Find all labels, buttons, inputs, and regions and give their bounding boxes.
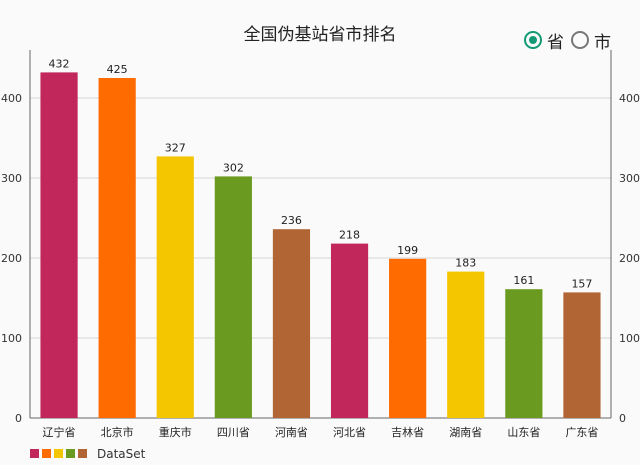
bar[interactable] [330, 243, 369, 418]
bar-value-label: 432 [49, 57, 70, 70]
bar-value-label: 218 [339, 229, 360, 242]
legend-label: DataSet [97, 447, 146, 461]
x-tick-label: 四川省 [217, 426, 250, 439]
bar[interactable] [214, 176, 252, 418]
y-tick-label-left: 0 [15, 412, 22, 425]
bar[interactable] [156, 156, 194, 418]
x-tick-label: 湖南省 [449, 426, 482, 439]
labels: 432 辽宁省 425 北京市 327 重庆市 302 四川省 236 河南省 218 河北省 199 吉… [43, 57, 599, 439]
legend: DataSet [30, 446, 145, 462]
bar-value-label: 302 [223, 161, 244, 174]
bar-value-label: 425 [107, 63, 128, 76]
bar-value-label: 161 [513, 274, 534, 287]
x-tick-label: 广东省 [565, 426, 598, 439]
legend-swatch [42, 449, 51, 458]
legend-swatch [78, 449, 87, 458]
x-tick-label: 北京市 [101, 425, 134, 439]
bar-value-label: 327 [165, 141, 186, 154]
x-tick-label: 河南省 [275, 426, 308, 439]
y-tick-label-left: 300 [1, 172, 22, 185]
y-tick-label-left: 200 [1, 252, 22, 265]
axes: 0 0 100 100 200 200 300 300 400 400 [1, 50, 640, 425]
radio-city[interactable] [571, 31, 589, 49]
legend-swatches [30, 447, 90, 461]
y-tick-label-left: 400 [1, 92, 22, 105]
province-city-toggle[interactable]: 省 市 [524, 24, 618, 56]
bar[interactable] [563, 292, 601, 418]
x-tick-label: 山东省 [507, 426, 540, 439]
bar[interactable] [505, 289, 543, 418]
bar-value-label: 236 [281, 214, 302, 227]
bar[interactable] [40, 72, 78, 419]
bars [40, 72, 601, 419]
y-tick-label-right: 300 [619, 172, 640, 185]
y-tick-label-right: 0 [619, 412, 626, 425]
x-tick-label: 重庆市 [159, 425, 192, 439]
bar[interactable] [272, 229, 311, 418]
legend-swatch [30, 449, 39, 458]
radio-city-label[interactable]: 市 [594, 32, 611, 53]
radio-province[interactable] [524, 31, 542, 49]
y-tick-label-right: 400 [619, 92, 640, 105]
y-tick-label-left: 100 [1, 332, 22, 345]
x-tick-label: 吉林省 [391, 425, 424, 439]
bar-value-label: 183 [455, 257, 476, 270]
bar-value-label: 199 [397, 244, 418, 257]
legend-swatch [54, 449, 63, 458]
x-tick-label: 辽宁省 [43, 425, 76, 439]
radio-province-label[interactable]: 省 [547, 32, 564, 53]
y-tick-label-right: 200 [619, 252, 640, 265]
bar[interactable] [447, 271, 485, 418]
x-tick-label: 河北省 [333, 426, 366, 439]
legend-swatch [66, 449, 75, 458]
y-tick-label-right: 100 [619, 332, 640, 345]
bar-value-label: 157 [571, 277, 592, 290]
bar[interactable] [98, 78, 136, 418]
chart-title: 全国伪基站省市排名 [243, 25, 397, 45]
bar[interactable] [389, 258, 427, 418]
